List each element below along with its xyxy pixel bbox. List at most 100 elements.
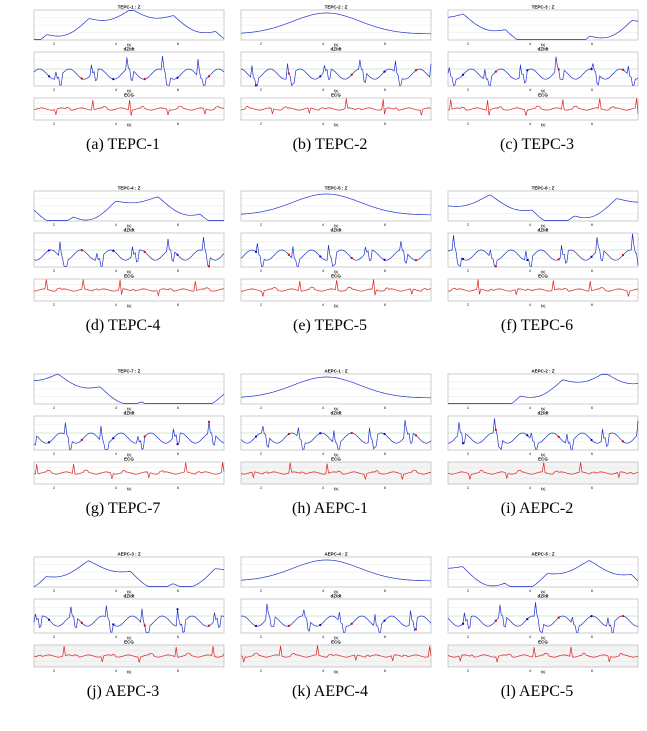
subfigure-caption: (j) AEPC-3 xyxy=(86,683,160,700)
panel-title: dZ/dt xyxy=(331,411,342,416)
panel-title: ECG xyxy=(331,274,341,279)
x-tick-label: 4 xyxy=(115,269,117,273)
panel-title: AEPC-5 : Z xyxy=(531,552,555,557)
x-tick-label: 2 xyxy=(260,486,262,490)
x-tick-label: 6 xyxy=(384,303,386,307)
marker-point xyxy=(176,443,179,446)
panel-dzdt: dZ/dt 2 4 6 t[s] xyxy=(240,228,432,274)
x-tick-label: 4 xyxy=(529,406,531,410)
panel-title: dZ/dt xyxy=(538,47,549,52)
x-tick-label: 6 xyxy=(177,669,179,673)
marker-point xyxy=(590,615,593,618)
x-tick-label: 6 xyxy=(177,303,179,307)
x-axis-label: t[s] xyxy=(334,407,339,411)
panel-title: dZ/dt xyxy=(331,228,342,233)
x-tick-label: 4 xyxy=(322,406,324,410)
panel-title: AEPC-3 : Z xyxy=(117,552,141,557)
panel-title: ECG xyxy=(331,93,341,98)
x-tick-label: 2 xyxy=(260,88,262,92)
x-tick-label: 4 xyxy=(115,486,117,490)
marker-point xyxy=(112,78,115,81)
series-line xyxy=(447,646,639,663)
series-line xyxy=(240,376,431,399)
x-tick-label: 2 xyxy=(53,42,55,46)
x-tick-label: 2 xyxy=(260,635,262,639)
x-tick-label: 6 xyxy=(591,223,593,227)
subfigure-caption: (i) AEPC-2 xyxy=(500,500,574,517)
x-tick-label: 4 xyxy=(322,42,324,46)
marker-point xyxy=(319,623,322,627)
series-line xyxy=(447,279,639,297)
marker-point xyxy=(494,265,497,268)
series-line xyxy=(447,602,639,633)
marker-point xyxy=(414,434,418,437)
marker-point xyxy=(383,70,386,73)
series-line xyxy=(240,193,431,216)
marker-point xyxy=(526,617,529,621)
x-tick-label: 4 xyxy=(529,269,531,273)
x-tick-label: 4 xyxy=(529,635,531,639)
x-tick-label: 2 xyxy=(467,42,469,46)
marker-point xyxy=(557,258,560,261)
x-axis-label: t[s] xyxy=(127,590,132,594)
series-line xyxy=(34,10,225,40)
marker-point xyxy=(287,432,290,436)
x-tick-label: 2 xyxy=(53,669,55,673)
panel-title: TEPC-1 : Z xyxy=(118,5,141,10)
x-tick-label: 6 xyxy=(591,486,593,490)
x-tick-label: 6 xyxy=(591,669,593,673)
marker-point xyxy=(350,622,353,625)
marker-point xyxy=(621,614,625,618)
x-tick-label: 6 xyxy=(384,88,386,92)
panel-title: dZ/dt xyxy=(538,411,549,416)
panel-title: dZ/dt xyxy=(538,228,549,233)
panel-dzdt: dZ/dt 2 4 6 t[s] xyxy=(33,594,225,640)
x-tick-label: 2 xyxy=(53,452,55,456)
marker-point xyxy=(590,255,593,258)
subfigure-a: TEPC-1 : Z 2 4 6 t[s] dZ/dt 2 4 6 t[s] ECG 2 4 6 t[s] xyxy=(18,2,228,130)
x-tick-label: 4 xyxy=(115,452,117,456)
subfigure-f: TEPC-6 : Z 2 4 6 t[s] dZ/dt 2 4 6 t[s] ECG 2 4 6 t[s] xyxy=(432,183,642,311)
x-axis-label: t[s] xyxy=(541,270,546,274)
subfigure-g: TEPC-7 : Z 2 4 6 t[s] dZ/dt 2 4 6 t[s] ECG 2 4 6 t[s] xyxy=(18,366,228,494)
x-axis-label: t[s] xyxy=(127,407,132,411)
marker-point xyxy=(47,249,51,252)
x-tick-label: 4 xyxy=(115,303,117,307)
panel-title: ECG xyxy=(124,93,134,98)
panel-dzdt: dZ/dt 2 4 6 t[s] xyxy=(447,228,639,274)
x-tick-label: 4 xyxy=(529,88,531,92)
x-tick-label: 6 xyxy=(177,589,179,593)
marker-point xyxy=(287,253,290,256)
x-tick-label: 6 xyxy=(591,122,593,126)
panel-ecg: ECG 2 4 6 t[s] xyxy=(240,457,432,491)
series-line xyxy=(240,559,431,582)
panel-z: TEPC-5 : Z 2 4 6 t[s] xyxy=(240,186,432,228)
x-axis-label: t[s] xyxy=(334,670,339,674)
x-tick-label: 6 xyxy=(384,223,386,227)
panel-dzdt: dZ/dt 2 4 6 t[s] xyxy=(447,47,639,93)
x-tick-label: 6 xyxy=(591,303,593,307)
series-line xyxy=(33,279,224,297)
panel-dzdt: dZ/dt 2 4 6 t[s] xyxy=(240,411,432,457)
marker-point xyxy=(557,68,560,71)
x-tick-label: 6 xyxy=(384,589,386,593)
marker-point xyxy=(112,623,115,626)
x-tick-label: 2 xyxy=(260,669,262,673)
subfigure-caption: (e) TEPC-5 xyxy=(293,317,367,334)
panel-z: TEPC-1 : Z 2 4 6 t[s] xyxy=(33,5,225,47)
subfigure-caption: (d) TEPC-4 xyxy=(85,317,161,334)
x-axis-label: t[s] xyxy=(127,487,132,491)
series-line xyxy=(33,560,225,587)
x-tick-label: 2 xyxy=(260,42,262,46)
series-line xyxy=(33,100,225,116)
x-tick-label: 2 xyxy=(53,486,55,490)
marker-point xyxy=(383,619,386,622)
x-tick-label: 2 xyxy=(467,486,469,490)
x-tick-label: 4 xyxy=(322,303,324,307)
series-line xyxy=(447,13,639,40)
x-tick-label: 2 xyxy=(467,589,469,593)
